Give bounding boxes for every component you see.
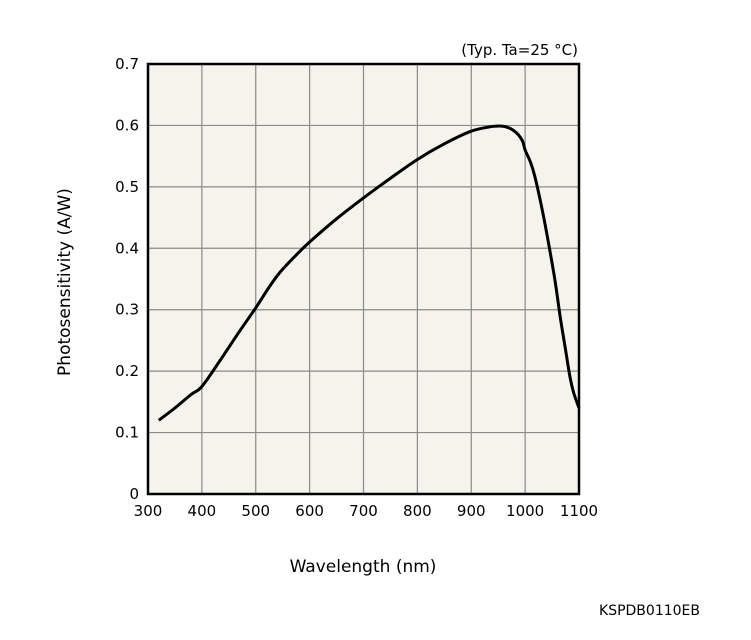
y-tick-label: 0.4 [115, 239, 139, 257]
y-tick-label: 0.6 [115, 116, 139, 134]
x-tick-labels: 300 400 500 600 700 800 900 1000 1100 [134, 502, 598, 520]
x-tick-label: 1100 [560, 502, 598, 520]
x-tick-label: 500 [241, 502, 270, 520]
grid-lines [148, 64, 579, 494]
x-tick-label: 1000 [506, 502, 544, 520]
y-tick-label: 0.5 [115, 178, 139, 196]
figure-code: KSPDB0110EB [599, 603, 700, 619]
y-tick-label: 0.7 [115, 55, 139, 73]
x-tick-label: 900 [457, 502, 486, 520]
y-tick-label: 0.3 [115, 301, 139, 319]
condition-annotation: (Typ. Ta=25 °C) [461, 41, 578, 59]
y-axis-label: Photosensitivity (A/W) [55, 188, 75, 376]
y-tick-label: 0.2 [115, 362, 139, 380]
x-tick-label: 700 [349, 502, 378, 520]
x-tick-label: 800 [403, 502, 432, 520]
y-tick-label: 0.1 [115, 424, 139, 442]
x-tick-label: 300 [134, 502, 163, 520]
y-tick-labels: 0 0.1 0.2 0.3 0.4 0.5 0.6 0.7 [115, 55, 139, 503]
series-line-photosensitivity [157, 124, 581, 422]
plot-frame [146, 62, 581, 496]
x-tick-label: 600 [295, 502, 324, 520]
y-tick-label: 0 [129, 485, 139, 503]
x-axis-label: Wavelength (nm) [290, 557, 437, 577]
x-tick-label: 400 [188, 502, 217, 520]
